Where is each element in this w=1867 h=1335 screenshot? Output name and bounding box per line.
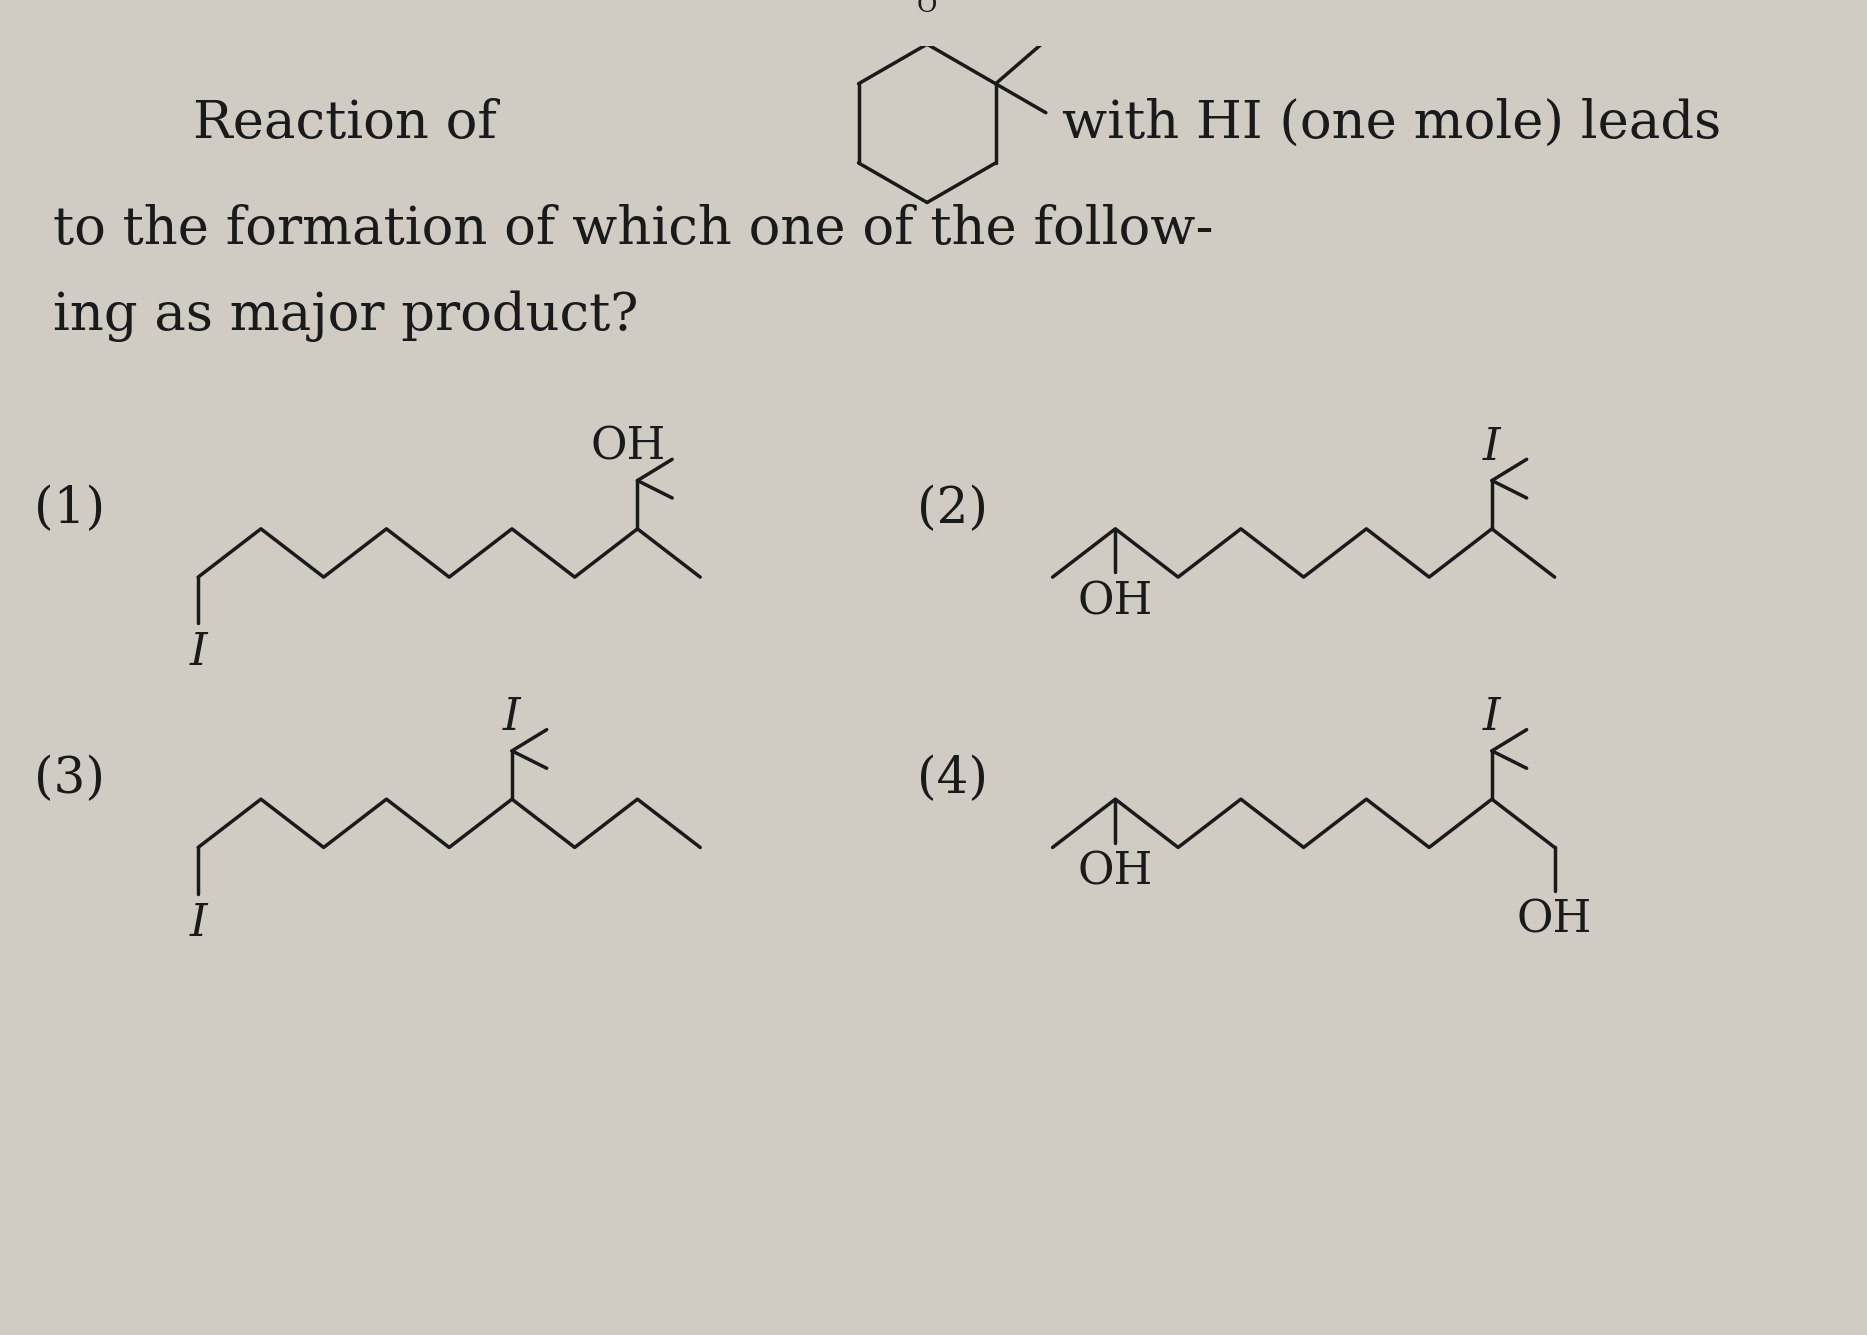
Text: I: I [1482, 696, 1501, 740]
Text: ing as major product?: ing as major product? [54, 291, 639, 342]
Text: O: O [917, 0, 937, 17]
Text: (4): (4) [917, 756, 988, 805]
Text: (3): (3) [34, 756, 105, 805]
Text: I: I [189, 901, 207, 945]
Text: I: I [189, 631, 207, 674]
Text: to the formation of which one of the follow-: to the formation of which one of the fol… [54, 204, 1214, 255]
Text: OH: OH [1518, 898, 1593, 941]
Text: (1): (1) [34, 485, 105, 534]
Text: with HI (one mole) leads: with HI (one mole) leads [1062, 97, 1721, 148]
Text: OH: OH [1077, 850, 1154, 893]
Text: I: I [1482, 426, 1501, 469]
Text: I: I [502, 696, 521, 740]
Text: OH: OH [590, 426, 665, 469]
Text: Reaction of: Reaction of [194, 97, 497, 148]
Text: OH: OH [1077, 579, 1154, 623]
Text: (2): (2) [917, 485, 988, 534]
